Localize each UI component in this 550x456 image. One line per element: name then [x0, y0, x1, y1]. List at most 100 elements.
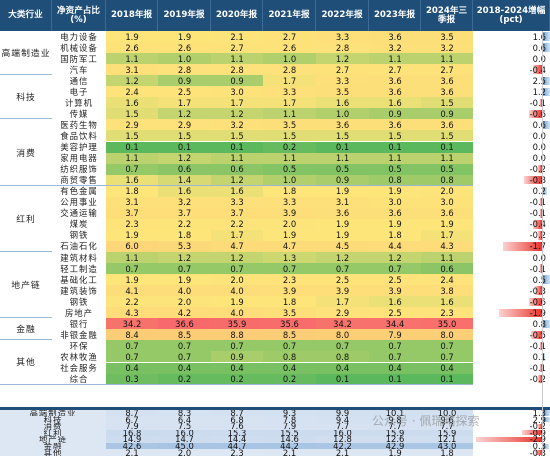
summary-value-cell: 45.0	[158, 442, 211, 450]
change-value: 0.6	[532, 42, 546, 53]
industry-label: 公用事业	[52, 196, 106, 208]
industry-label: 社会服务	[52, 362, 106, 374]
value-cell: 0.9	[211, 75, 263, 87]
value-cell: 3.0	[369, 196, 421, 208]
value-cell: 3.2	[421, 42, 473, 54]
industry-label: 家用电器	[52, 152, 106, 164]
value-cell: 2.5	[158, 86, 211, 98]
value-cell: 0.8	[316, 351, 369, 363]
value-cell: 1.1	[421, 53, 473, 65]
value-cell: 1.9	[369, 218, 421, 230]
industry-label: 纺织服饰	[52, 163, 106, 175]
header-y2021: 2021年报	[263, 0, 316, 31]
value-cell: 0.2	[263, 373, 316, 385]
value-cell: 1.1	[106, 53, 158, 65]
value-cell: 0.5	[316, 163, 369, 175]
value-cell: 0.7	[211, 340, 263, 352]
change-bar	[540, 341, 543, 351]
value-cell: 0.7	[421, 351, 473, 363]
value-cell: 2.0	[421, 185, 473, 197]
value-cell: 3.2	[369, 42, 421, 54]
value-cell: 0.1	[316, 373, 369, 385]
value-cell: 1.1	[421, 252, 473, 264]
header-change: 2018-2024增幅 (pct)	[473, 0, 550, 31]
summary-value-cell: 7.8	[263, 416, 316, 423]
value-cell: 0.1	[421, 141, 473, 153]
value-cell: 2.0	[211, 274, 263, 286]
value-cell: 8.0	[421, 329, 473, 341]
value-cell: 2.2	[158, 218, 211, 230]
value-cell: 0.6	[158, 163, 211, 175]
value-cell: 0.7	[106, 263, 158, 275]
summary-change-value: 1.3	[532, 409, 546, 417]
value-cell: 1.6	[106, 97, 158, 109]
value-cell: 3.7	[106, 207, 158, 219]
summary-value-cell: 2.1	[316, 449, 369, 456]
summary-value-cell: 15.5	[263, 429, 316, 437]
value-cell: 3.2	[211, 119, 263, 131]
value-cell: 1.6	[158, 185, 211, 197]
value-cell: 1.9	[263, 229, 316, 241]
summary-label: 金融	[0, 442, 106, 450]
value-cell: 1.7	[211, 97, 263, 109]
value-cell: 1.7	[316, 296, 369, 308]
value-cell: 3.6	[369, 119, 421, 131]
value-cell: 1.2	[316, 53, 369, 65]
value-cell: 1.7	[263, 75, 316, 87]
summary-change-bar	[542, 443, 550, 449]
category-label: 高端制造业	[0, 31, 52, 76]
header-y2022: 2022年报	[316, 0, 369, 31]
header-y2024: 2024年三 季报	[421, 0, 473, 31]
summary-value-cell: 7.9	[263, 422, 316, 430]
industry-label: 建筑装饰	[52, 285, 106, 297]
value-cell: 3.1	[106, 196, 158, 208]
change-bar	[540, 98, 543, 108]
industry-label: 非银金融	[52, 329, 106, 341]
industry-label: 有色金属	[52, 185, 106, 197]
change-bar	[498, 308, 543, 317]
summary-value-cell: 2.0	[158, 449, 211, 456]
summary-value-cell: 12.1	[421, 436, 473, 443]
change-bar	[540, 264, 543, 273]
value-cell: 3.5	[263, 307, 316, 319]
summary-value-cell: 7.9	[106, 422, 158, 430]
summary-change-bg	[473, 442, 550, 450]
value-cell: 1.1	[263, 108, 316, 120]
summary-label: 消费	[0, 422, 106, 430]
value-cell: 1.6	[316, 97, 369, 109]
value-cell: 2.7	[211, 42, 263, 54]
value-cell: 0.7	[421, 340, 473, 352]
category-label: 红利	[0, 185, 52, 252]
value-cell: 2.7	[263, 31, 316, 43]
value-cell: 1.5	[369, 130, 421, 142]
value-cell: 2.8	[263, 64, 316, 76]
summary-value-cell: 6.7	[106, 416, 158, 423]
summary-value-cell: 6.8	[211, 416, 263, 423]
summary-value-cell: 9.8	[369, 416, 421, 423]
summary-value-cell: 14.7	[158, 436, 211, 443]
value-cell: 1.5	[421, 97, 473, 109]
value-cell: 2.0	[263, 218, 316, 230]
summary-change-bar	[535, 450, 543, 456]
value-cell: 3.1	[106, 64, 158, 76]
value-cell: 0.9	[421, 108, 473, 120]
change-bar	[533, 220, 543, 229]
industry-label: 计算机	[52, 97, 106, 109]
summary-value-cell: 8.3	[158, 409, 211, 417]
industry-label: 银行	[52, 318, 106, 330]
summary-value-cell: 15.9	[369, 429, 421, 437]
summary-value-cell: 10.1	[369, 409, 421, 417]
header-category: 大类行业	[0, 0, 52, 31]
summary-change-bg	[473, 449, 550, 456]
value-cell: 0.7	[369, 263, 421, 275]
summary-change-value: -0.2	[529, 422, 546, 430]
value-cell: 5.3	[158, 240, 211, 252]
summary-value-cell: 8.7	[106, 409, 158, 417]
summary-value-cell: 14.6	[263, 436, 316, 443]
value-cell: 0.4	[106, 362, 158, 374]
industry-label: 钢铁	[52, 296, 106, 308]
value-cell: 2.7	[369, 64, 421, 76]
change-value: 0.0	[532, 153, 546, 164]
value-cell: 2.6	[106, 42, 158, 54]
value-cell: 3.9	[369, 285, 421, 297]
